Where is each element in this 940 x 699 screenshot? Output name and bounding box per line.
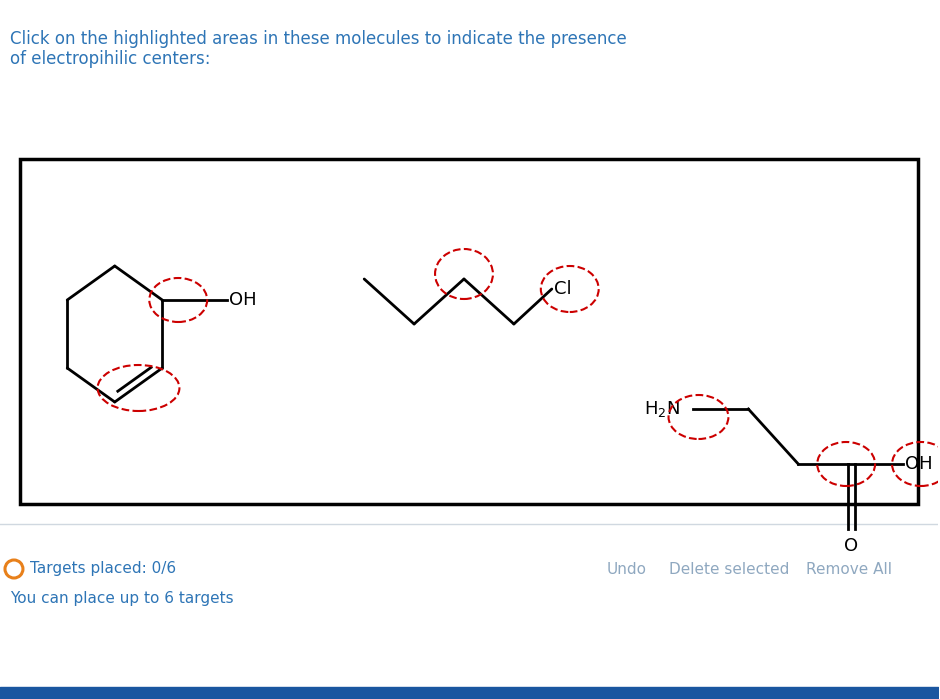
Text: OH: OH — [229, 291, 257, 309]
Text: Delete selected: Delete selected — [668, 561, 789, 577]
Text: OH: OH — [905, 455, 932, 473]
Bar — [20, 159, 918, 504]
Text: You can place up to 6 targets: You can place up to 6 targets — [10, 591, 234, 607]
Text: Remove All: Remove All — [807, 561, 892, 577]
Text: Targets placed: 0/6: Targets placed: 0/6 — [30, 561, 176, 577]
Text: Click on the highlighted areas in these molecules to indicate the presence: Click on the highlighted areas in these … — [10, 30, 627, 48]
Text: O: O — [844, 537, 858, 555]
Text: Cl: Cl — [554, 280, 572, 298]
Text: Undo: Undo — [606, 561, 647, 577]
Text: H$_2$N: H$_2$N — [644, 399, 680, 419]
Text: of electropihilic centers:: of electropihilic centers: — [10, 50, 211, 68]
